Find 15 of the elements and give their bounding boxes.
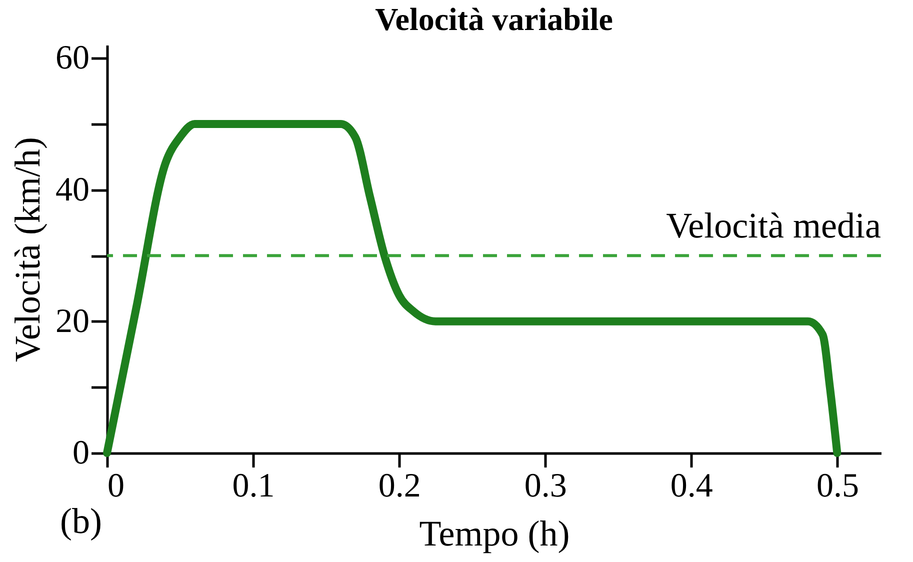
y-axis-title: Velocità (km/h): [8, 137, 48, 362]
y-tick-label: 40: [56, 171, 90, 208]
y-tick-label: 60: [56, 40, 90, 77]
x-tick-label: 0: [108, 468, 124, 504]
text: (b): [60, 500, 102, 542]
ref-line-label: Velocità media: [666, 206, 882, 246]
x-tick-label: 0.2: [378, 468, 421, 504]
x-tick-label: 0.3: [524, 468, 567, 504]
y-tick-label: 0: [72, 434, 90, 472]
x-tick-label: 0.5: [816, 468, 859, 504]
chart-title: Velocità variabile: [375, 1, 613, 38]
x-axis-title: Tempo (h): [419, 514, 570, 554]
x-tick-label: 0.4: [670, 468, 713, 504]
x-tick-label: 0.1: [232, 468, 275, 504]
y-tick-label: 20: [56, 302, 90, 340]
